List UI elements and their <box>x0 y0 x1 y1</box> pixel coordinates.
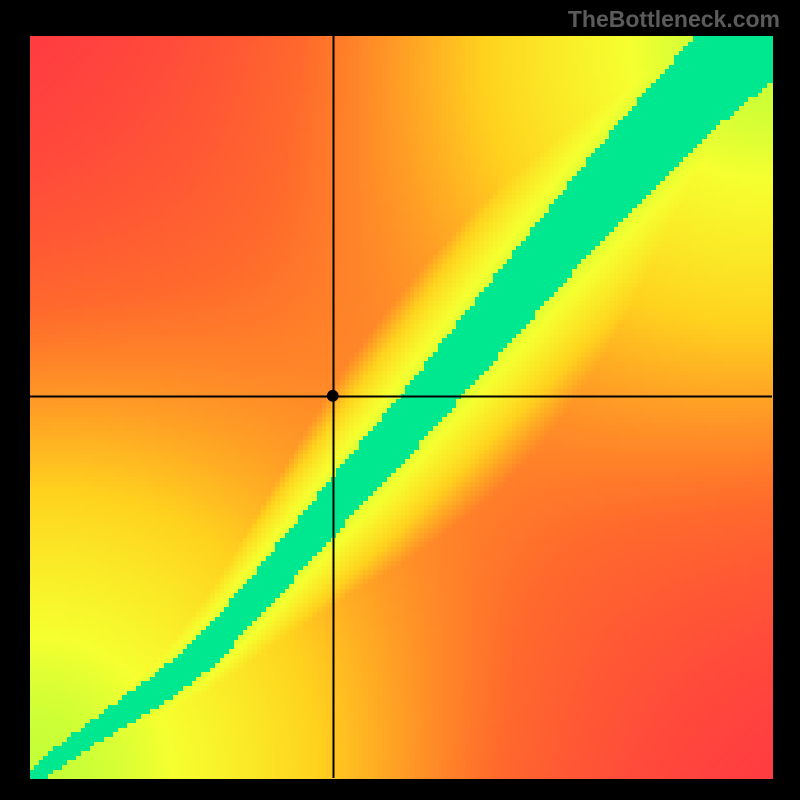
bottleneck-heatmap <box>0 0 800 800</box>
watermark-text: TheBottleneck.com <box>568 6 780 33</box>
